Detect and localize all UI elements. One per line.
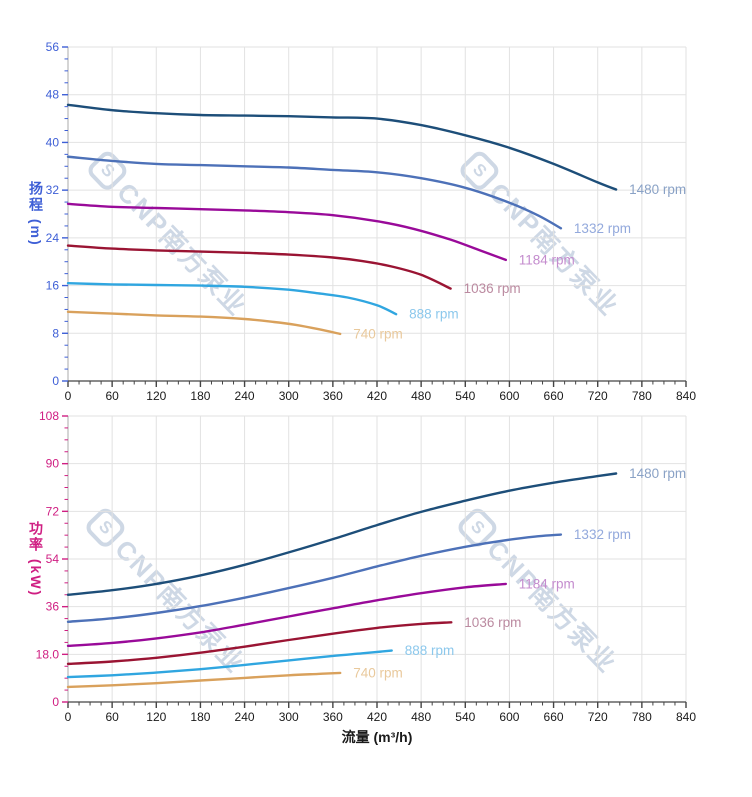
x-tick-label: 360 (323, 710, 343, 724)
curve-1036-rpm (66, 244, 452, 290)
curve-1332-rpm (66, 155, 563, 230)
x-tick-label: 360 (323, 389, 343, 403)
curve-888-rpm (66, 649, 393, 679)
y-tick-label: 16 (46, 279, 60, 293)
curve-740-rpm (66, 671, 342, 689)
y-tick-label: 90 (46, 457, 60, 471)
y-tick-label: 0 (52, 374, 59, 388)
curve-1480-rpm (66, 472, 618, 596)
x-tick-label: 840 (676, 389, 696, 403)
x-tick-label: 720 (588, 389, 608, 403)
curve-label-1480-rpm: 1480 rpm (629, 466, 686, 481)
x-tick-label: 540 (455, 389, 475, 403)
power-axis-title: 功率 (kW) (28, 520, 44, 598)
curve-label-740-rpm: 740 rpm (353, 326, 403, 341)
y-tick-label: 8 (52, 326, 59, 340)
curve-label-1332-rpm: 1332 rpm (574, 221, 631, 236)
x-tick-label: 780 (632, 389, 652, 403)
x-tick-label: 480 (411, 710, 431, 724)
x-tick-label: 840 (676, 710, 696, 724)
y-tick-label: 54 (46, 552, 60, 566)
x-tick-label: 540 (455, 710, 475, 724)
curve-label-1480-rpm: 1480 rpm (629, 182, 686, 197)
y-axis-ticks: 0 18.0 36 54 72 90 108 (36, 409, 68, 709)
curve-label-1332-rpm: 1332 rpm (574, 527, 631, 542)
head-axis-title: 扬程 (m) (28, 181, 44, 247)
x-axis-ticks: 0 60 120 180 240 300 360 420 480 540 600 660 720 780 8… (65, 381, 696, 403)
curve-1480-rpm (66, 103, 618, 191)
curve-label-1184-rpm: 1184 rpm (519, 576, 575, 591)
gridlines (68, 46, 687, 381)
y-tick-label: 24 (46, 231, 60, 245)
x-tick-label: 120 (146, 710, 166, 724)
x-tick-label: 720 (588, 710, 608, 724)
x-tick-label: 600 (499, 389, 519, 403)
curve-label-740-rpm: 740 rpm (353, 665, 403, 680)
x-tick-label: 300 (279, 710, 299, 724)
curve-label-888-rpm: 888 rpm (409, 307, 459, 322)
x-tick-label: 120 (146, 389, 166, 403)
x-tick-label: 480 (411, 389, 431, 403)
x-tick-label: 240 (235, 710, 255, 724)
x-axis-ticks: 0 60 120 180 240 300 360 420 480 540 600 660 720 780 8… (65, 702, 696, 724)
curve-1184-rpm (66, 582, 507, 648)
x-tick-label: 60 (105, 710, 119, 724)
power-chart: 0 60 120 180 240 300 360 420 480 540 600 660 720 780 8… (36, 409, 697, 724)
y-axis-ticks: 0 8 16 24 32 40 48 56 (46, 40, 68, 388)
curve-label-1036-rpm: 1036 rpm (464, 615, 521, 630)
head-chart: 0 60 120 180 240 300 360 420 480 540 600 660 720 780 8… (46, 40, 697, 403)
y-tick-label: 32 (46, 183, 60, 197)
y-tick-label: 72 (46, 504, 60, 518)
y-tick-label: 40 (46, 135, 60, 149)
x-tick-label: 180 (190, 710, 210, 724)
x-tick-label: 780 (632, 710, 652, 724)
x-tick-label: 420 (367, 710, 387, 724)
x-tick-label: 600 (499, 710, 519, 724)
flow-axis-title: 流量 (m³/h) (341, 729, 413, 745)
x-tick-label: 420 (367, 389, 387, 403)
y-tick-label: 18.0 (36, 647, 60, 661)
x-tick-label: 60 (105, 389, 119, 403)
curve-1036-rpm (66, 621, 453, 666)
x-tick-label: 0 (65, 389, 72, 403)
curve-label-1184-rpm: 1184 rpm (519, 252, 575, 267)
x-tick-label: 180 (190, 389, 210, 403)
curve-888-rpm (66, 281, 398, 316)
x-tick-label: 300 (279, 389, 299, 403)
curve-label-1036-rpm: 1036 rpm (464, 281, 521, 296)
x-tick-label: 240 (235, 389, 255, 403)
y-tick-label: 108 (39, 409, 59, 423)
curve-1184-rpm (66, 202, 507, 262)
curve-label-888-rpm: 888 rpm (405, 643, 455, 658)
curve-1332-rpm (66, 533, 563, 623)
curve-740-rpm (66, 310, 342, 336)
x-tick-label: 660 (544, 710, 564, 724)
x-tick-label: 0 (65, 710, 72, 724)
y-tick-label: 0 (52, 695, 59, 709)
y-tick-label: 48 (46, 88, 60, 102)
gridlines (68, 415, 687, 702)
x-tick-label: 660 (544, 389, 564, 403)
y-tick-label: 56 (46, 40, 60, 54)
y-tick-label: 36 (46, 600, 60, 614)
